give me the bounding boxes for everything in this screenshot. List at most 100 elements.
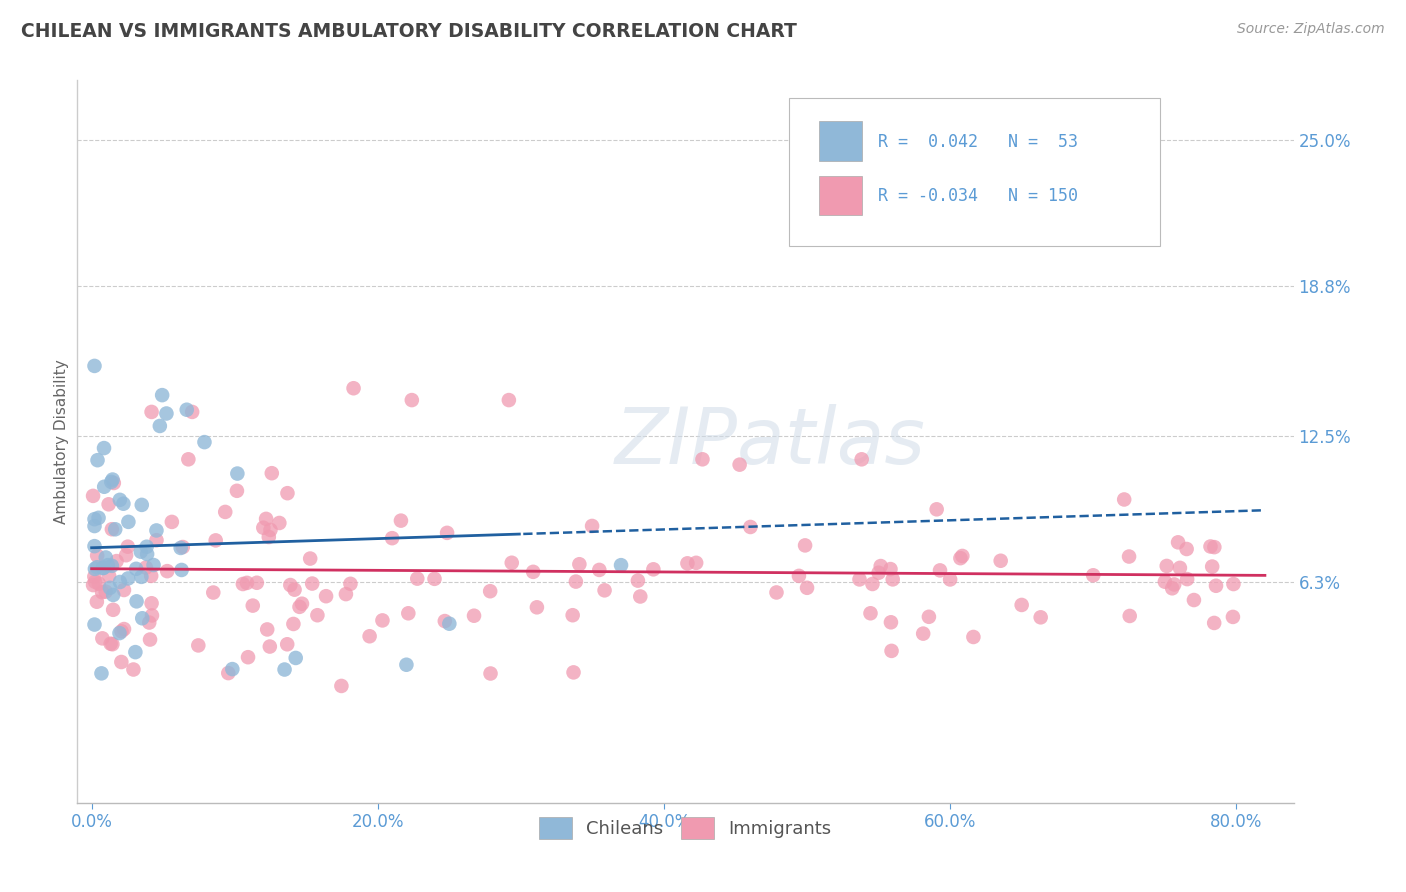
Point <box>86 549 108 563</box>
Point <box>104 522 127 536</box>
Point <box>1163 577 1185 591</box>
Point <box>138 615 160 630</box>
Point <box>83 519 105 533</box>
Text: Source: ZipAtlas.com: Source: ZipAtlas.com <box>1237 22 1385 37</box>
Text: R =  0.042   N =  53: R = 0.042 N = 53 <box>877 133 1077 151</box>
Point <box>610 558 633 573</box>
Point <box>794 538 817 552</box>
Point <box>91 561 114 575</box>
Point <box>330 679 353 693</box>
Point <box>93 441 115 455</box>
Point <box>912 626 935 640</box>
Point <box>112 582 135 597</box>
Point <box>371 614 394 628</box>
Point <box>627 574 650 588</box>
Point <box>150 388 173 402</box>
Point <box>787 569 810 583</box>
Point <box>335 587 357 601</box>
Point <box>83 539 105 553</box>
Point <box>256 623 278 637</box>
Point <box>160 515 183 529</box>
Point <box>1161 582 1184 596</box>
Point <box>588 563 610 577</box>
Point <box>83 617 105 632</box>
Point <box>117 515 139 529</box>
Point <box>1182 593 1205 607</box>
Point <box>169 541 191 555</box>
Point <box>288 599 311 614</box>
Point <box>226 467 249 481</box>
Point <box>342 381 364 395</box>
Point <box>423 572 446 586</box>
Point <box>101 473 124 487</box>
Point <box>259 523 281 537</box>
Point <box>135 560 157 574</box>
Point <box>94 584 117 599</box>
Point <box>990 554 1012 568</box>
Point <box>232 577 254 591</box>
Point <box>156 564 179 578</box>
Point <box>86 453 108 467</box>
Point <box>1118 549 1140 564</box>
Point <box>692 452 714 467</box>
Point <box>896 215 918 229</box>
Point <box>1114 492 1136 507</box>
Point <box>257 530 280 544</box>
Point <box>172 540 194 554</box>
Point <box>1083 568 1105 582</box>
Point <box>283 617 305 632</box>
Point <box>246 575 269 590</box>
Point <box>91 585 114 599</box>
Point <box>84 562 107 576</box>
FancyBboxPatch shape <box>820 176 862 215</box>
Point <box>170 563 193 577</box>
Point <box>87 576 110 591</box>
Point <box>1153 574 1175 589</box>
Point <box>479 584 502 599</box>
Point <box>177 452 200 467</box>
Point <box>103 475 125 490</box>
Point <box>141 596 163 610</box>
Point <box>87 511 110 525</box>
Point <box>101 588 124 602</box>
Point <box>202 585 225 599</box>
Point <box>91 632 114 646</box>
Point <box>628 590 651 604</box>
Point <box>242 599 264 613</box>
Point <box>1222 577 1244 591</box>
Point <box>204 533 226 548</box>
Point <box>851 452 873 467</box>
Point <box>949 551 972 566</box>
Point <box>131 498 153 512</box>
Point <box>110 624 132 639</box>
Point <box>260 466 283 480</box>
Point <box>395 657 418 672</box>
Point <box>1118 609 1140 624</box>
Point <box>108 626 131 640</box>
Point <box>269 516 291 530</box>
Point <box>593 583 616 598</box>
FancyBboxPatch shape <box>820 121 862 161</box>
Point <box>1175 541 1198 556</box>
Point <box>315 589 337 603</box>
Point <box>439 616 461 631</box>
Point <box>436 525 458 540</box>
Point <box>193 435 215 450</box>
Point <box>141 608 163 623</box>
Point <box>252 521 274 535</box>
Point <box>112 622 135 636</box>
Point <box>181 405 204 419</box>
Y-axis label: Ambulatory Disability: Ambulatory Disability <box>53 359 69 524</box>
Point <box>149 419 172 434</box>
Point <box>141 569 163 583</box>
Point <box>301 576 323 591</box>
Point <box>110 655 132 669</box>
Point <box>105 554 128 568</box>
Point <box>740 520 762 534</box>
Point <box>135 540 157 554</box>
Point <box>82 489 104 503</box>
Point <box>236 575 259 590</box>
Point <box>929 563 952 577</box>
Point <box>276 486 298 500</box>
Point <box>925 502 948 516</box>
